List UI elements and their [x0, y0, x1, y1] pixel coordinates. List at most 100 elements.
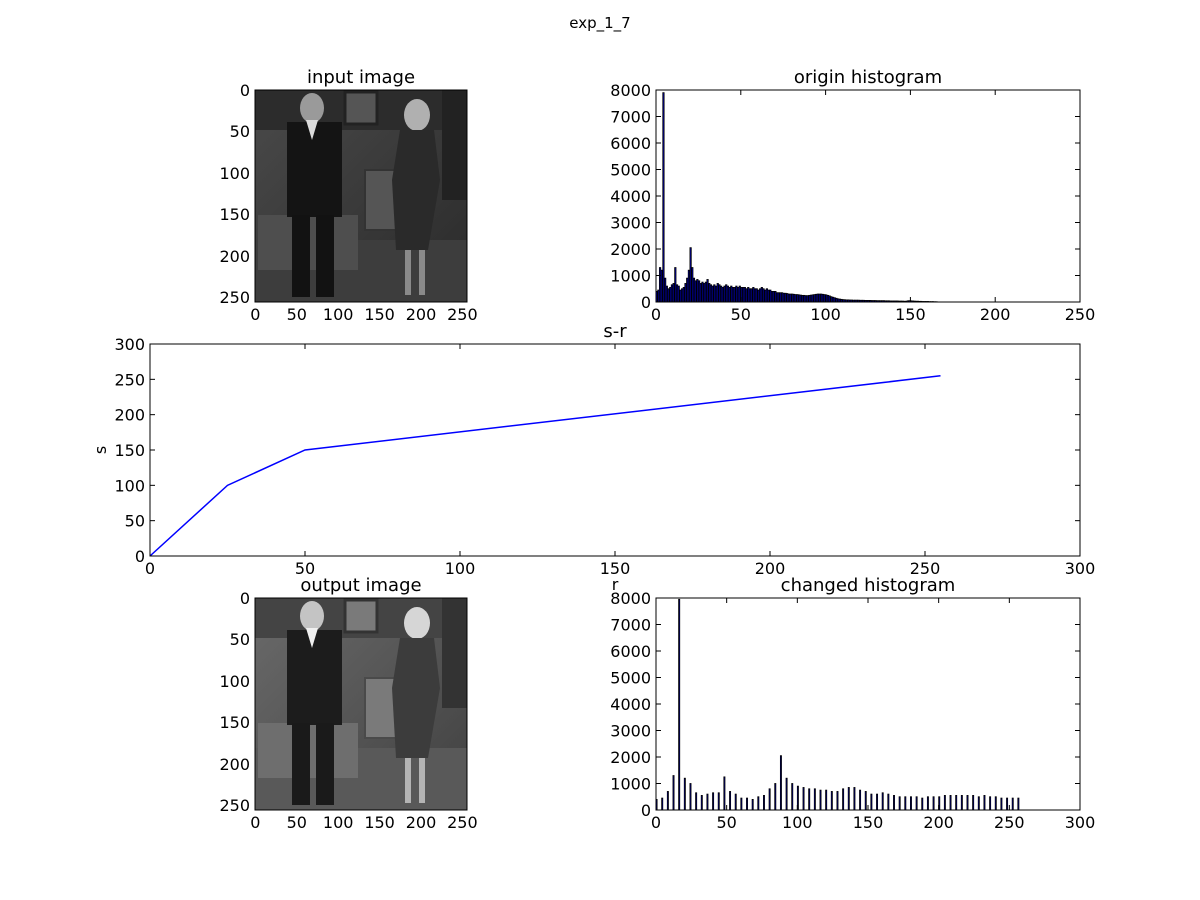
histogram-bar: [833, 297, 836, 303]
tick-label: 0: [240, 81, 250, 100]
histogram-bar: [787, 293, 791, 303]
input-image-photo: [255, 90, 467, 302]
tick-label: 250: [447, 813, 478, 832]
histogram-bar: [825, 789, 828, 811]
histogram-bar: [681, 288, 684, 303]
histogram-bar: [760, 287, 763, 303]
histogram-bar: [683, 777, 686, 811]
output-image-photo: [255, 598, 467, 810]
histogram-bar: [972, 795, 975, 811]
histogram-bar: [748, 288, 752, 303]
x-tick-label: 50: [716, 813, 736, 832]
y-tick-label: 3000: [610, 722, 651, 741]
histogram-bar: [811, 294, 814, 303]
histogram-bar: [763, 795, 765, 811]
histogram-bar: [910, 796, 912, 811]
histogram-bar: [687, 269, 690, 303]
s-r-plot-panel: s-r 0 50 100 150 200 250 300 0 50 100 150 200 250 300 r…: [91, 321, 1095, 594]
histogram-bar: [830, 296, 833, 303]
histogram-bar: [774, 290, 777, 303]
x-tick-label: 150: [600, 559, 631, 578]
histogram-bar: [698, 280, 701, 303]
histogram-bar: [755, 288, 758, 303]
tick-label: 250: [219, 796, 250, 815]
histogram-bar: [784, 292, 787, 303]
histogram-bar: [809, 294, 813, 303]
histogram-bar: [853, 787, 856, 811]
histogram-bar: [831, 296, 835, 303]
x-tick-label: 250: [910, 559, 941, 578]
y-tick-label: 200: [114, 406, 145, 425]
histogram-bar: [689, 247, 692, 303]
x-tick-label: 300: [1065, 559, 1096, 578]
axes-frame: [655, 597, 1081, 811]
x-tick-label: 100: [782, 813, 813, 832]
histogram-bar: [665, 285, 668, 303]
histogram-bar: [791, 783, 794, 811]
histogram-bar: [737, 287, 740, 303]
histogram-bar: [792, 293, 796, 303]
histogram-bar: [904, 796, 907, 811]
tick-label: 50: [287, 305, 307, 324]
histogram-bar: [779, 292, 782, 303]
tick-label: 0: [250, 813, 260, 832]
histogram-bar: [989, 796, 992, 811]
y-tick-label: 7000: [610, 108, 651, 127]
histogram-bar: [769, 289, 772, 303]
y-tick-label: 250: [114, 370, 145, 389]
histogram-bar: [692, 277, 696, 303]
y-tick-label: 2000: [610, 748, 651, 767]
histogram-bar: [966, 795, 969, 811]
histogram-bar: [726, 285, 729, 303]
chart-title: changed histogram: [781, 575, 956, 596]
tick-label: 150: [219, 713, 250, 732]
histogram-bar: [728, 287, 731, 303]
histogram-bar: [682, 287, 685, 303]
histogram-bar: [799, 294, 802, 303]
histogram-bar: [721, 287, 724, 303]
y-tick-label: 1000: [610, 775, 651, 794]
tick-label: 50: [287, 813, 307, 832]
histogram-bar: [876, 793, 879, 811]
histogram-bar: [660, 269, 663, 303]
histogram-bar: [791, 293, 794, 303]
histogram-bar: [742, 287, 745, 303]
histogram-bar: [734, 793, 737, 811]
tick-label: 200: [219, 247, 250, 266]
histogram-bar: [708, 283, 711, 303]
histogram-bar: [828, 295, 831, 303]
histogram-bar: [786, 293, 789, 303]
histogram-bar: [819, 789, 822, 811]
x-tick-label: 50: [295, 559, 315, 578]
histogram-bar: [806, 295, 809, 303]
histogram-bar: [915, 796, 918, 811]
histogram-bar: [706, 279, 709, 303]
y-tick-label: 150: [114, 441, 145, 460]
histogram-bar: [803, 294, 806, 303]
y-tick-label: 4000: [610, 187, 651, 206]
histogram-bar: [772, 290, 775, 303]
input-image-panel: input image 0 50 100 150 200 250: [219, 67, 477, 324]
histogram-bar: [757, 289, 760, 303]
histogram-bar: [816, 293, 819, 303]
histogram-bar: [864, 791, 867, 811]
x-tick-label: 100: [810, 305, 841, 324]
y-axis-label: s: [91, 446, 110, 454]
histogram-bar: [796, 294, 799, 303]
histogram-bar: [921, 797, 924, 811]
histogram-bar: [781, 292, 784, 303]
histogram-bar: [764, 289, 767, 303]
histogram-bar: [716, 283, 719, 303]
tick-label: 150: [219, 205, 250, 224]
y-tick-label: 50: [125, 512, 145, 531]
histogram-bar: [704, 281, 707, 303]
tick-label: 100: [219, 672, 250, 691]
histogram-bar: [820, 293, 823, 303]
input-image-y-ticks: 0 50 100 150 200 250: [219, 81, 250, 307]
x-tick-label: 50: [731, 305, 751, 324]
tick-label: 0: [240, 589, 250, 608]
histogram-bar: [709, 284, 713, 303]
histogram-bar: [686, 277, 689, 303]
histogram-bar: [733, 287, 736, 303]
